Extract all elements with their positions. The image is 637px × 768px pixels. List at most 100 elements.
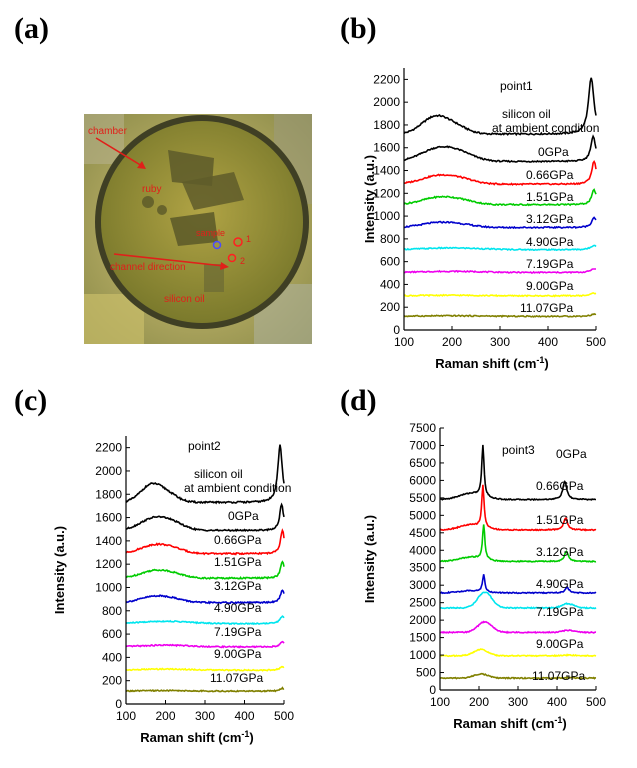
series-line-3	[439, 574, 597, 595]
y-tick-label: 1000	[373, 209, 400, 223]
series-line-4	[403, 216, 597, 230]
y-tick-label: 2500	[409, 596, 436, 610]
series-line-6	[125, 640, 285, 649]
x-tick-label: 500	[274, 709, 294, 723]
series-line-5	[403, 244, 597, 252]
x-tick-label: 500	[586, 335, 606, 349]
series-label-4: 3.12GPa	[214, 579, 262, 593]
label-ruby: ruby	[142, 184, 161, 195]
series-label-3: 1.51GPa	[526, 190, 574, 204]
y-tick-label: 400	[102, 650, 122, 664]
series-line-0	[439, 444, 596, 502]
y-tick-label: 1400	[373, 164, 400, 178]
label-point-2: 2	[240, 256, 245, 266]
y-tick-label: 7500	[409, 421, 436, 435]
y-tick-label: 0	[115, 697, 122, 711]
y-tick-label: 0	[393, 323, 400, 337]
x-tick-label: 200	[155, 709, 175, 723]
series-line-2	[403, 160, 597, 186]
y-tick-label: 400	[380, 277, 400, 291]
chart-title: point2	[188, 439, 221, 453]
y-axis-label: Intensity (a.u.)	[362, 155, 377, 243]
chart-title: point3	[502, 443, 535, 457]
series-line-5	[439, 620, 597, 634]
y-tick-label: 4000	[409, 543, 436, 557]
y-tick-label: 600	[102, 627, 122, 641]
x-tick-label: 400	[547, 695, 567, 709]
x-tick-label: 400	[538, 335, 558, 349]
series-line-1	[439, 484, 597, 532]
x-tick-label: 100	[116, 709, 136, 723]
series-label-8: 11.07GPa	[210, 671, 263, 685]
series-line-5	[125, 615, 285, 626]
x-tick-label: 200	[442, 335, 462, 349]
y-tick-label: 200	[380, 300, 400, 314]
y-tick-label: 1600	[95, 511, 122, 525]
y-axis-label: Intensity (a.u.)	[52, 526, 67, 614]
point1-marker	[233, 237, 243, 247]
point3-marker	[212, 240, 222, 250]
series-label-6: 7.19GPa	[214, 625, 262, 639]
panel-label-c: (c)	[14, 384, 48, 417]
y-tick-label: 800	[380, 232, 400, 246]
series-label-3: 1.51GPa	[214, 555, 262, 569]
series-label-0-line2: at ambient condition	[492, 121, 599, 135]
y-tick-label: 5000	[409, 508, 436, 522]
y-tick-label: 2200	[95, 441, 122, 455]
series-label-0: silicon oil	[502, 107, 551, 121]
x-tick-label: 500	[586, 695, 606, 709]
series-label-6: 9.00GPa	[536, 637, 584, 651]
y-tick-label: 2000	[373, 95, 400, 109]
series-label-7: 9.00GPa	[526, 279, 574, 293]
x-tick-label: 200	[469, 695, 489, 709]
y-tick-label: 500	[416, 666, 436, 680]
x-tick-label: 100	[394, 335, 414, 349]
label-point-1: 1	[246, 234, 251, 244]
series-label-4: 4.90GPa	[536, 577, 584, 591]
series-label-3: 3.12GPa	[536, 545, 584, 559]
series-label-0: silicon oil	[194, 467, 243, 481]
series-label-4: 3.12GPa	[526, 212, 574, 226]
series-label-0: 0GPa	[556, 447, 587, 461]
chart-point2: 0 200 400 600 800 1000 1200 1400 1600 1800 2000 220…	[52, 436, 294, 745]
series-line-2	[125, 528, 285, 556]
y-tick-label: 1800	[373, 118, 400, 132]
series-label-5: 4.90GPa	[526, 235, 574, 249]
y-tick-label: 7000	[409, 438, 436, 452]
series-line-1	[125, 502, 285, 533]
y-tick-label: 5500	[409, 491, 436, 505]
series-label-1: 0GPa	[538, 145, 569, 159]
x-tick-label: 300	[508, 695, 528, 709]
series-label-7: 9.00GPa	[214, 647, 262, 661]
y-tick-label: 2000	[409, 613, 436, 627]
x-tick-label: 300	[490, 335, 510, 349]
series-line-2	[439, 524, 597, 563]
sample-flake	[182, 172, 244, 210]
chart-point3: 0500100015002000250030003500400045005000…	[362, 421, 606, 731]
label-channel-direction: channel direction	[110, 262, 186, 273]
y-tick-label: 1200	[373, 186, 400, 200]
y-tick-label: 200	[102, 674, 122, 688]
panel-label-a: (a)	[14, 12, 49, 45]
chamber-micrograph: chamber ruby sample 1 2 channel directio…	[84, 114, 312, 344]
y-axis-label: Intensity (a.u.)	[362, 515, 377, 603]
series-label-1: 0.66GPa	[536, 479, 584, 493]
y-tick-label: 600	[380, 255, 400, 269]
x-tick-label: 300	[195, 709, 215, 723]
y-tick-label: 1400	[95, 534, 122, 548]
panel-label-d: (d)	[340, 384, 377, 417]
y-tick-label: 1200	[95, 557, 122, 571]
y-tick-label: 3500	[409, 561, 436, 575]
y-tick-label: 1800	[95, 487, 122, 501]
series-line-7	[403, 292, 597, 298]
y-tick-label: 1000	[409, 648, 436, 662]
y-tick-label: 2200	[373, 72, 400, 86]
x-axis-label: Raman shift (cm-1)	[453, 715, 567, 731]
y-tick-label: 3000	[409, 578, 436, 592]
y-tick-label: 6000	[409, 473, 436, 487]
panel-label-b: (b)	[340, 12, 377, 45]
series-label-2: 0.66GPa	[214, 533, 262, 547]
y-tick-label: 6500	[409, 456, 436, 470]
x-tick-label: 100	[430, 695, 450, 709]
series-label-8: 11.07GPa	[520, 301, 573, 315]
